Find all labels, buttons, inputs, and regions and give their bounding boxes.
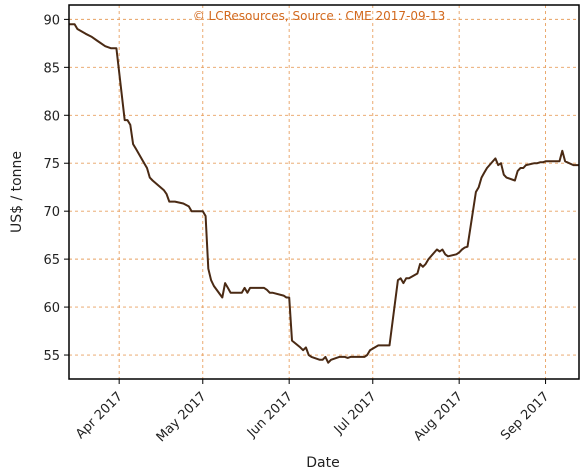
x-axis-title: Date [306,455,339,471]
series-layer [69,23,579,364]
chart-watermark: © LCResources, Source : CME 2017-09-13 [193,9,446,23]
y-tick-label: 55 [43,349,60,364]
y-tick-label: 60 [43,301,60,316]
x-axis: Apr 2017 May 2017 Jun 2017 Jul 2017 Aug 2017… [73,379,552,445]
y-tick-label: 70 [43,205,60,220]
y-axis-title: US$ / tonne [9,151,25,233]
y-tick-label: 90 [43,13,60,28]
y-tick-label: 80 [43,109,60,124]
plot-frame [68,4,580,380]
x-tick-label: May 2017 [154,389,210,445]
y-axis: 55 60 65 70 75 80 85 90 [43,13,69,364]
grid-lines [69,5,579,379]
x-tick-label: Jun 2017 [244,389,296,441]
y-tick-label: 65 [43,253,60,268]
x-tick-label: Aug 2017 [411,389,466,444]
x-tick-label: Sep 2017 [498,389,552,443]
y-tick-label: 85 [43,61,60,76]
price-series-line [69,23,579,364]
x-tick-label: Apr 2017 [73,389,126,442]
y-tick-label: 75 [43,157,60,172]
x-tick-label: Jul 2017 [331,389,380,438]
